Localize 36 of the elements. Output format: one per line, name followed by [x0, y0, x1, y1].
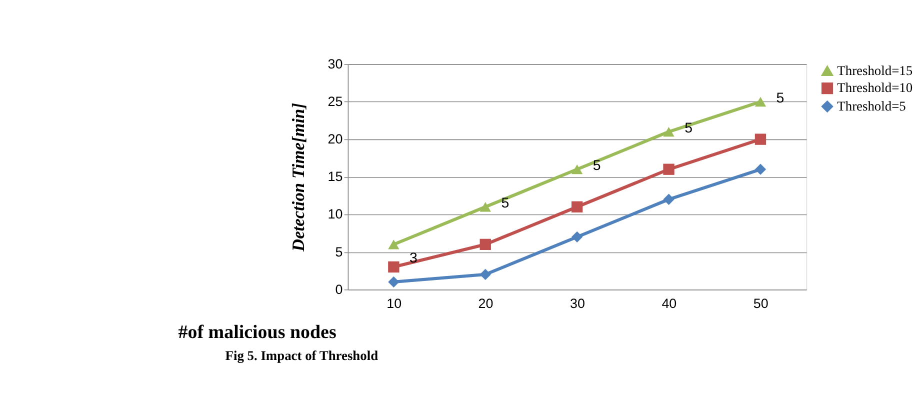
point — [663, 164, 674, 175]
point — [754, 134, 766, 145]
point — [388, 276, 400, 288]
y-axis-title: Detection Time[min] — [289, 102, 308, 252]
y-tick-label: 30 — [328, 56, 343, 72]
point — [480, 202, 491, 212]
x-tick-label: 50 — [753, 296, 768, 312]
point — [754, 96, 766, 107]
x-tick-label: 40 — [662, 296, 677, 312]
y-tick-label: 10 — [328, 206, 343, 222]
y-tick-label: 0 — [335, 282, 343, 297]
point — [571, 231, 583, 242]
text: Fig 5. Impact of Threshold — [225, 348, 379, 363]
annotation: 5 — [501, 196, 510, 212]
x-tick-label: 30 — [570, 296, 585, 312]
legend-label: Threshold=15 — [837, 62, 913, 78]
y-tick-label: 15 — [328, 169, 343, 184]
point — [480, 268, 491, 280]
y-tick-label: 20 — [328, 132, 343, 147]
point — [571, 201, 583, 212]
y-tick-label: 5 — [335, 244, 343, 260]
y-tick-label: 25 — [328, 94, 343, 110]
point — [754, 164, 766, 175]
legend-label: Threshold=5 — [837, 98, 906, 114]
annotation: 5 — [592, 158, 601, 174]
point — [388, 261, 400, 273]
x-tick-label: 10 — [386, 296, 402, 312]
x-tick-label: 20 — [478, 296, 494, 312]
annotation: 5 — [776, 90, 784, 107]
point — [663, 126, 674, 137]
point — [480, 238, 491, 250]
x-axis-title: #of malicious nodes — [178, 322, 336, 344]
point — [571, 164, 583, 174]
point — [663, 194, 674, 205]
legend-label: Threshold=10 — [837, 80, 913, 96]
point — [388, 240, 400, 250]
